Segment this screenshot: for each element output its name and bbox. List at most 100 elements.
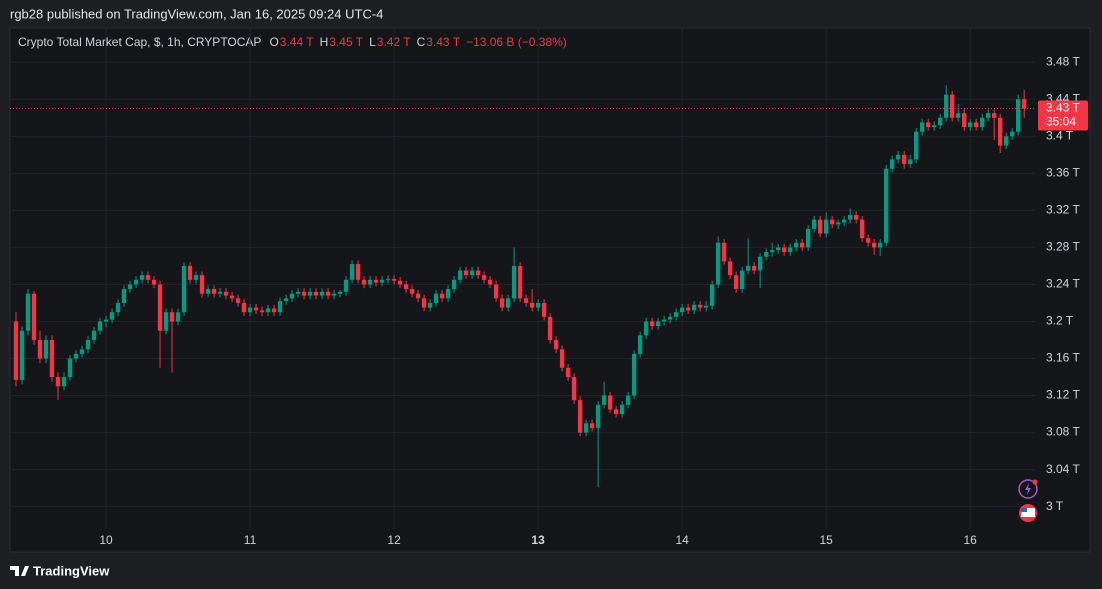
candle-body [511, 265, 517, 299]
candle-body [601, 395, 607, 405]
countdown: 35:04 [1046, 115, 1076, 129]
candle-body [871, 242, 877, 248]
last-price-box [1038, 100, 1088, 131]
candle-body [121, 289, 127, 303]
candle-body [157, 284, 163, 331]
alert-icon[interactable] [1018, 479, 1038, 499]
candle-body [865, 238, 871, 243]
publisher-line: rgb28 published on TradingView.com, Jan … [10, 6, 383, 21]
x-tick-label: 12 [387, 533, 401, 547]
y-tick-label: 3.2 T [1046, 314, 1074, 328]
candle-body [451, 279, 457, 290]
candle-body [373, 279, 379, 283]
candle-body [349, 264, 355, 280]
candle-body [325, 291, 331, 296]
candle-body [673, 312, 679, 317]
candle-body [145, 275, 151, 280]
candles [13, 85, 1027, 488]
candle-body [415, 293, 421, 299]
candle-body [445, 289, 451, 299]
candle-body [61, 377, 67, 387]
candle-body [85, 339, 91, 350]
candle-body [1003, 136, 1009, 146]
candle-body [895, 154, 901, 160]
candle-body [949, 94, 955, 118]
footer-logo: TradingView [10, 563, 110, 578]
candle-body [835, 222, 841, 225]
candle-body [733, 275, 739, 290]
x-tick-label: 15 [819, 533, 833, 547]
candle-body [205, 289, 211, 294]
candle-body [643, 321, 649, 336]
y-tick-label: 3.04 T [1046, 462, 1080, 476]
candle-body [565, 367, 571, 378]
candle-body [199, 275, 205, 294]
candle-body [271, 308, 277, 313]
candle-body [115, 302, 121, 313]
alert-bolt [1025, 483, 1031, 495]
flag-canton [1021, 508, 1027, 512]
candle-body [847, 215, 853, 220]
candle-body [499, 298, 505, 308]
candle-body [967, 122, 973, 128]
alert-dot [1032, 479, 1038, 485]
candle-body [151, 279, 157, 285]
candle-body [613, 409, 619, 415]
candle-body [301, 291, 307, 296]
candle-body [577, 400, 583, 433]
candle-body [283, 298, 289, 302]
x-tick-label: 14 [675, 533, 689, 547]
x-tick-label: 16 [964, 533, 978, 547]
candle-body [919, 122, 925, 132]
candle-body [73, 353, 79, 359]
candle-body [109, 312, 115, 320]
candle-body [295, 291, 301, 294]
y-tick-label: 3.24 T [1046, 277, 1080, 291]
candle-body [547, 316, 553, 340]
chart-panel [9, 27, 1091, 553]
candle-body [379, 279, 385, 283]
candle-body [505, 298, 511, 308]
y-tick-label: 3.12 T [1046, 388, 1080, 402]
candle-body [793, 242, 799, 248]
candle-body [553, 339, 559, 350]
candle-body [103, 319, 109, 322]
candle-body [523, 298, 529, 303]
legend-key: L [369, 35, 376, 49]
candle-body [367, 279, 373, 285]
candle-body [421, 298, 427, 308]
candle-body [757, 256, 763, 271]
candle-body [655, 321, 661, 327]
x-tick-label: 13 [531, 533, 545, 547]
flag-body [1021, 508, 1035, 517]
y-tick-label: 3.36 T [1046, 166, 1080, 180]
candle-body [193, 275, 199, 280]
candle-body [769, 250, 775, 253]
candle-body [247, 307, 253, 313]
symbol-title: Crypto Total Market Cap, $, 1h, CRYPTOCA… [18, 35, 261, 49]
candle-body [91, 330, 97, 340]
candle-body [937, 117, 943, 126]
candle-body [805, 228, 811, 248]
candle-body [439, 293, 445, 299]
candle-body [715, 242, 721, 285]
candle-body [991, 113, 997, 118]
candle-body [481, 275, 487, 280]
y-tick-label: 3.4 T [1046, 128, 1074, 142]
candle-body [739, 270, 745, 290]
candle-body [1009, 131, 1015, 137]
candle-body [619, 404, 625, 415]
candle-body [709, 284, 715, 306]
candle-body [79, 349, 85, 354]
candle-body [253, 307, 259, 311]
candle-body [1021, 99, 1027, 109]
candle-body [997, 117, 1003, 146]
brand: TradingView [33, 563, 110, 578]
legend-value: 3.45 T [329, 35, 363, 49]
candle-body [67, 358, 73, 378]
candle-body [667, 316, 673, 320]
legend-value: 3.44 T [280, 35, 314, 49]
candle-body [409, 289, 415, 294]
legend-value: 3.43 T [426, 35, 460, 49]
